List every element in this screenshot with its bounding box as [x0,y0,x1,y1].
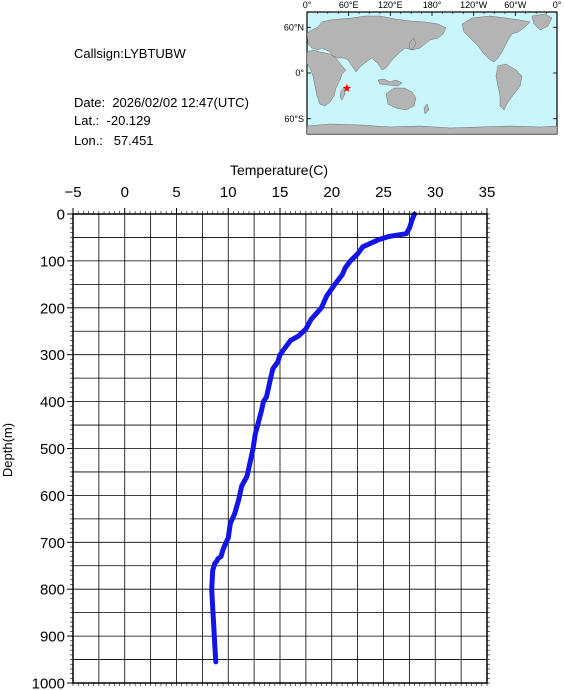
map-lon-tick-label: 0° [553,0,562,10]
map-lon-tick-label: 120°E [378,0,403,10]
x-tick-label: 15 [272,184,289,201]
x-tick-label: 0 [121,184,129,201]
y-tick-label: 700 [40,535,65,552]
y-tick-label: 600 [40,488,65,505]
map-land-africa [306,49,347,107]
map-lon-tick-label: 60°E [339,0,359,10]
map-lon-tick-label: 60°W [504,0,527,10]
y-tick-labels: 0 100 200 300 400 500 600 700 800 900 1000 [32,207,73,690]
y-tick-label: 300 [40,347,65,364]
map-lon-tick-label: 120°W [460,0,488,10]
y-tick-label: 200 [40,300,65,317]
y-tick-label: 1000 [32,676,65,690]
world-map: 0° 60°E 120°E 180° 120°W 60°W 0° 60°N 0° 60°S [284,0,562,135]
y-tick-label: 900 [40,629,65,646]
map-land-madagascar [339,87,346,101]
lon-label: Lon.: [74,133,103,148]
map-lat-tick-label: 60°N [284,22,304,32]
lon-value: 57.451 [113,133,154,148]
map-land-new-zealand [423,103,430,115]
lat-label: Lat.: [74,113,100,128]
y-tick-label: 400 [40,394,65,411]
map-lat-ticks: 60°N 0° 60°S [284,22,557,124]
map-land-eurasia [306,15,447,73]
x-axis-label: Temperature(C) [230,162,328,178]
lat-line: Lat.: -20.129 [74,113,151,129]
callsign-value: LYBTUBW [123,46,186,61]
map-land-japan [408,37,417,51]
map-land-antarctica [306,123,558,135]
x-tick-label: 25 [375,184,392,201]
map-land [306,13,558,135]
y-tick-label: 500 [40,441,65,458]
callsign-line: Callsign:LYBTUBW [74,46,186,62]
x-tick-label: 35 [479,184,496,201]
lat-value: -20.129 [106,113,151,128]
map-land-south-america [495,63,523,111]
date-line: Date: 2026/02/02 12:47(UTC) [74,95,249,111]
map-land-north-america [461,15,531,63]
lon-line: Lon.: 57.451 [74,133,154,149]
x-tick-label: −5 [64,184,81,201]
map-land-australia [385,87,417,111]
y-tick-label: 100 [40,253,65,270]
y-axis-label: Depth(m) [0,423,15,477]
x-tick-label: 5 [172,184,180,201]
plot-frame [72,213,488,684]
map-lon-tick-label: 180° [423,0,442,10]
chart-grid [72,213,488,684]
x-tick-labels: −5 0 5 10 15 20 25 30 35 [64,184,495,214]
temperature-profile-line [209,211,417,665]
y-tick-label: 800 [40,582,65,599]
map-lon-tick-label: 0° [303,0,312,10]
map-land-greenland [531,13,553,31]
x-tick-label: 30 [427,184,444,201]
star-icon [342,83,352,92]
x-tick-label: 20 [323,184,340,201]
x-tick-label: 10 [220,184,237,201]
date-value: 2026/02/02 12:47(UTC) [112,95,249,110]
y-tick-label: 0 [57,207,65,224]
date-label: Date: [74,95,106,110]
profile-chart: Temperature(C) Depth(m) −5 0 5 10 15 20 25 30 35… [0,162,495,690]
map-lon-ticks: 0° 60°E 120°E 180° 120°W 60°W 0° [303,0,562,16]
callsign-label: Callsign: [74,46,124,61]
map-lat-tick-label: 0° [295,68,304,78]
map-land-indonesia [377,78,403,87]
map-lat-tick-label: 60°S [284,114,304,124]
